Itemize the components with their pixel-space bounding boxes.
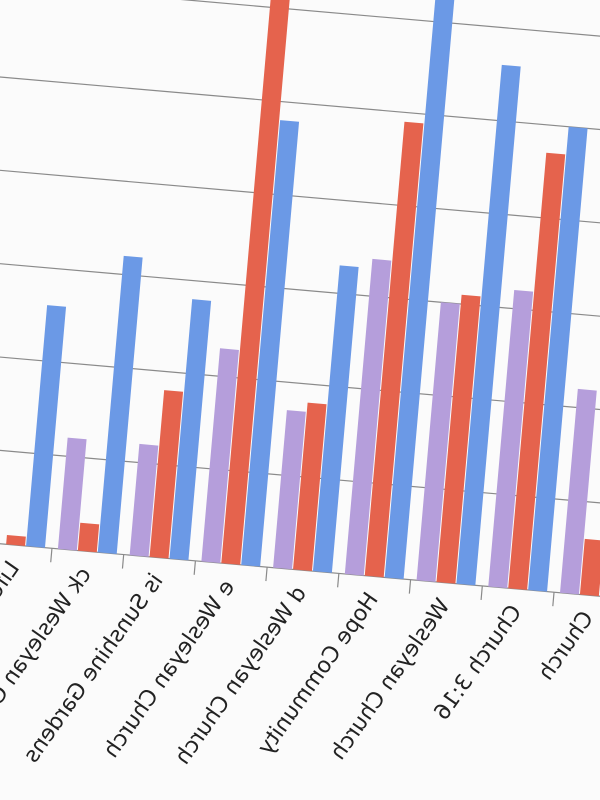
bar — [344, 258, 392, 576]
x-tick — [50, 548, 53, 563]
bar — [560, 388, 597, 595]
x-tick — [193, 560, 196, 575]
x-tick — [408, 579, 412, 594]
bar — [579, 538, 600, 597]
bar — [149, 390, 184, 559]
x-tick — [480, 585, 483, 600]
bar — [293, 402, 327, 572]
bar — [312, 265, 359, 573]
bar — [241, 120, 300, 567]
bar — [57, 437, 87, 551]
x-tick — [265, 567, 268, 582]
x-tick — [121, 554, 125, 569]
bar — [97, 255, 143, 554]
bar — [456, 64, 521, 586]
bar — [528, 126, 588, 592]
bar — [169, 299, 212, 561]
bar — [508, 152, 566, 590]
bar — [201, 348, 239, 564]
bar — [364, 121, 424, 578]
bar — [26, 305, 67, 548]
bar — [77, 522, 100, 553]
bar — [129, 443, 159, 557]
bar — [6, 535, 26, 546]
x-tick — [552, 592, 555, 607]
grid-line — [0, 256, 600, 328]
bar — [384, 0, 455, 580]
bar — [273, 410, 306, 570]
grid-line — [0, 163, 600, 235]
bar — [416, 302, 460, 582]
grid-line — [0, 71, 600, 143]
bar — [488, 290, 534, 589]
bar — [221, 0, 293, 565]
x-tick — [337, 573, 340, 588]
bar — [436, 294, 481, 584]
grid-line — [0, 0, 600, 50]
